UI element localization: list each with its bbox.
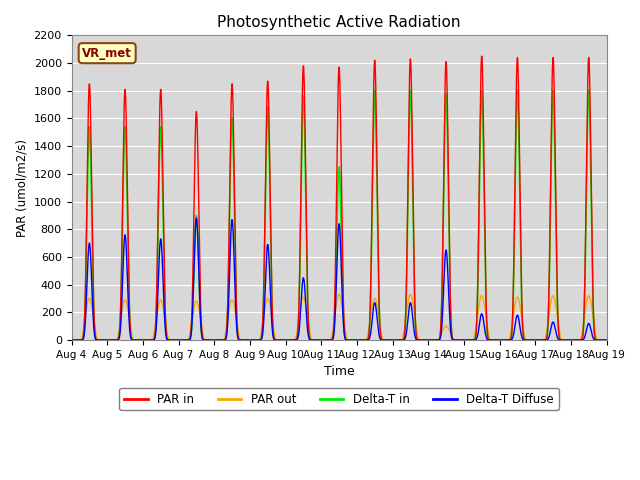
X-axis label: Time: Time [324,365,355,378]
Title: Photosynthetic Active Radiation: Photosynthetic Active Radiation [218,15,461,30]
Text: VR_met: VR_met [82,47,132,60]
Legend: PAR in, PAR out, Delta-T in, Delta-T Diffuse: PAR in, PAR out, Delta-T in, Delta-T Dif… [119,388,559,410]
Y-axis label: PAR (umol/m2/s): PAR (umol/m2/s) [15,139,28,237]
